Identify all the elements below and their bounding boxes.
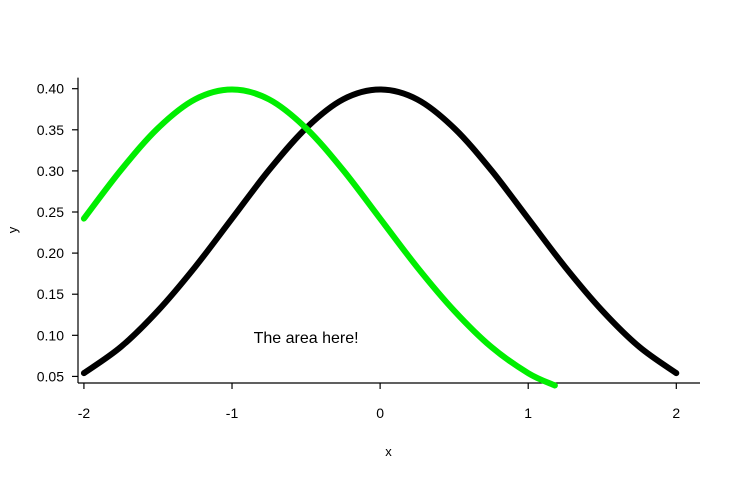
y-axis-title: y xyxy=(5,226,20,233)
y-tick-label: 0.05 xyxy=(37,368,64,384)
x-tick-label: 2 xyxy=(672,405,680,421)
x-axis-title: x xyxy=(385,444,392,459)
y-tick-label: 0.35 xyxy=(37,122,64,138)
annotation-text: The area here! xyxy=(254,330,359,347)
x-tick-label: -2 xyxy=(78,405,91,421)
y-tick-label: 0.25 xyxy=(37,204,64,220)
series-layer xyxy=(80,86,680,389)
x-ticks: -2 -1 0 1 2 xyxy=(78,383,680,421)
y-ticks: 0.05 0.10 0.15 0.20 0.25 0.30 0.35 0.40 xyxy=(37,81,78,384)
x-tick-label: -1 xyxy=(226,405,239,421)
x-tick-label: 0 xyxy=(376,405,384,421)
y-tick-label: 0.20 xyxy=(37,245,64,261)
y-tick-label: 0.10 xyxy=(37,327,64,343)
y-tick-label: 0.30 xyxy=(37,163,64,179)
x-tick-label: 1 xyxy=(524,405,532,421)
axes: 0.05 0.10 0.15 0.20 0.25 0.30 0.35 0.40 -2 -1 0 1 2 xyxy=(37,77,700,421)
y-tick-label: 0.15 xyxy=(37,286,64,302)
y-tick-label: 0.40 xyxy=(37,81,64,97)
series-line-2 xyxy=(80,86,558,389)
annotation-layer: The area here! xyxy=(254,330,359,347)
series-line-1 xyxy=(80,86,680,377)
